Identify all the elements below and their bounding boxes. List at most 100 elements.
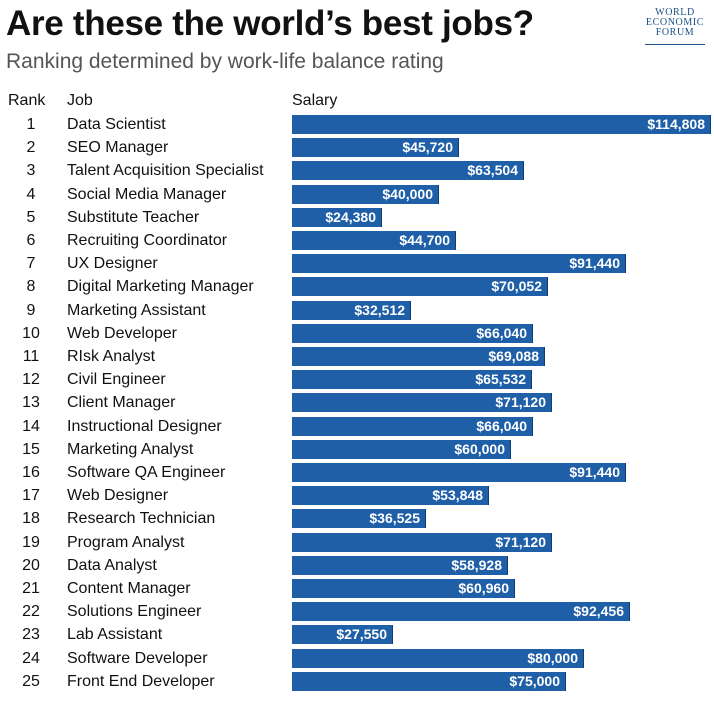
chart-row: 23 Lab Assistant $27,550 — [0, 623, 714, 646]
salary-bar — [292, 207, 382, 227]
job-label: Software QA Engineer — [67, 464, 226, 481]
salary-bar — [292, 532, 552, 552]
salary-value-label: $91,440 — [569, 255, 620, 272]
salary-bar — [292, 393, 552, 413]
salary-value-label: $75,000 — [509, 672, 560, 689]
logo-line-2: ECONOMIC — [645, 17, 705, 28]
salary-bar — [292, 300, 411, 320]
job-label: Content Manager — [67, 580, 191, 597]
salary-column-header: Salary — [292, 92, 338, 109]
salary-bar — [292, 579, 515, 598]
job-label: Client Manager — [67, 394, 176, 412]
salary-bar — [292, 138, 459, 158]
salary-bar — [292, 254, 626, 274]
rank-label: 23 — [22, 626, 40, 644]
salary-value-label: $27,550 — [336, 626, 387, 643]
rank-label: 10 — [22, 324, 40, 342]
job-label: Marketing Assistant — [67, 301, 206, 319]
chart-row: 9 Marketing Assistant $32,512 — [0, 299, 714, 322]
chart-row: 17 Web Designer $53,848 — [0, 484, 714, 507]
job-label: Data Analyst — [67, 556, 157, 574]
salary-value-label: $65,532 — [475, 371, 526, 388]
salary-value-label: $45,720 — [402, 139, 453, 156]
chart-row: 16 Software QA Engineer $91,440 — [0, 461, 714, 484]
rank-label: 25 — [22, 672, 40, 690]
salary-value-label: $114,808 — [647, 116, 705, 132]
salary-bar — [292, 161, 524, 181]
chart-row: 5 Substitute Teacher $24,380 — [0, 206, 714, 229]
salary-bar — [292, 347, 545, 366]
rank-label: 12 — [22, 371, 40, 389]
chart-subtitle: Ranking determined by work-life balance … — [6, 50, 444, 73]
chart-row: 25 Front End Developer $75,000 — [0, 670, 714, 693]
salary-bar — [292, 625, 393, 645]
salary-bar — [292, 486, 489, 506]
salary-bar — [292, 370, 532, 390]
salary-value-label: $32,512 — [354, 301, 405, 318]
rank-label: 6 — [26, 232, 36, 249]
job-label: Solutions Engineer — [67, 603, 202, 621]
chart-row: 20 Data Analyst $58,928 — [0, 554, 714, 577]
rank-label: 17 — [22, 487, 40, 505]
chart-row: 4 Social Media Manager $40,000 — [0, 183, 714, 206]
job-label: Talent Acquisition Specialist — [67, 162, 264, 180]
rank-label: 16 — [22, 464, 40, 481]
job-label: Software Developer — [67, 649, 208, 667]
job-column-header: Job — [67, 92, 93, 109]
wef-logo: WORLD ECONOMIC FORUM — [640, 8, 710, 78]
chart-row: 12 Civil Engineer $65,532 — [0, 368, 714, 391]
chart-row: 7 UX Designer $91,440 — [0, 252, 714, 275]
salary-value-label: $53,848 — [432, 487, 483, 504]
job-label: RIsk Analyst — [67, 348, 156, 365]
rank-label: 7 — [26, 255, 36, 273]
job-label: Recruiting Coordinator — [67, 232, 228, 249]
logo-line-3: FORUM — [655, 27, 695, 38]
job-label: Digital Marketing Manager — [67, 278, 254, 296]
salary-bar — [292, 555, 508, 575]
salary-bar — [292, 115, 711, 134]
rank-label: 13 — [22, 394, 40, 412]
rank-label: 21 — [22, 580, 40, 597]
salary-value-label: $92,456 — [573, 603, 624, 620]
chart-row: 24 Software Developer $80,000 — [0, 647, 714, 670]
job-label: Research Technician — [67, 510, 216, 528]
chart-row: 13 Client Manager $71,120 — [0, 391, 714, 414]
salary-bar — [292, 602, 630, 622]
job-label: Lab Assistant — [67, 626, 163, 644]
job-label: Substitute Teacher — [67, 208, 200, 226]
rank-column-header: Rank — [8, 92, 46, 109]
chart-row: 21 Content Manager $60,960 — [0, 577, 714, 600]
rank-label: 4 — [26, 185, 36, 203]
job-label: SEO Manager — [67, 139, 169, 157]
salary-value-label: $36,525 — [369, 510, 420, 527]
job-label: Web Designer — [67, 487, 169, 505]
rank-label: 3 — [26, 162, 36, 180]
rank-label: 18 — [22, 510, 40, 528]
job-label: Instructional Designer — [67, 417, 222, 435]
logo-divider — [645, 44, 705, 45]
job-label: Web Developer — [67, 324, 177, 342]
rank-label: 2 — [26, 139, 36, 157]
rank-label: 1 — [26, 116, 36, 133]
chart-row: 3 Talent Acquisition Specialist $63,504 — [0, 159, 714, 182]
salary-value-label: $91,440 — [569, 464, 620, 480]
salary-bar — [292, 648, 584, 668]
chart-row: 8 Digital Marketing Manager $70,052 — [0, 275, 714, 298]
rank-label: 22 — [22, 603, 40, 621]
rank-label: 11 — [22, 348, 40, 365]
chart-row: 1 Data Scientist $114,808 — [0, 113, 714, 136]
salary-value-label: $66,040 — [476, 324, 527, 341]
salary-value-label: $71,120 — [495, 394, 546, 411]
chart-row: 14 Instructional Designer $66,040 — [0, 415, 714, 438]
rank-label: 19 — [22, 533, 40, 551]
chart-row: 2 SEO Manager $45,720 — [0, 136, 714, 159]
salary-bar — [292, 463, 626, 482]
logo-line-1: WORLD — [655, 7, 695, 18]
chart-row: 18 Research Technician $36,525 — [0, 507, 714, 530]
job-label: Program Analyst — [67, 533, 185, 551]
salary-value-label: $60,960 — [458, 580, 509, 596]
salary-value-label: $44,700 — [399, 232, 450, 248]
chart-row: 10 Web Developer $66,040 — [0, 322, 714, 345]
rank-label: 5 — [26, 208, 36, 226]
chart-row: 15 Marketing Analyst $60,000 — [0, 438, 714, 461]
